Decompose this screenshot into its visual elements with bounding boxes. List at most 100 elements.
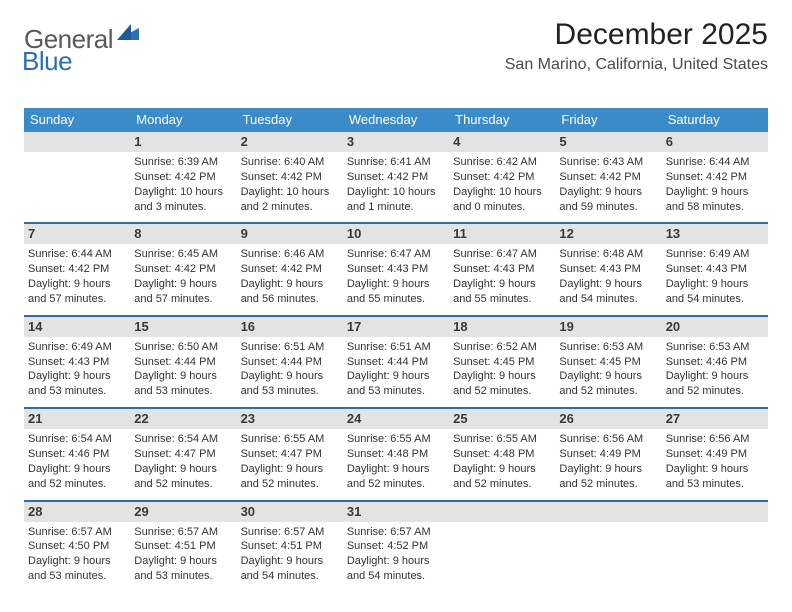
sunrise-text: Sunrise: 6:46 AM <box>241 247 339 262</box>
sunset-text: Sunset: 4:44 PM <box>241 355 339 370</box>
day-number: 5 <box>555 132 661 152</box>
sunrise-text: Sunrise: 6:55 AM <box>241 432 339 447</box>
week-row: 28Sunrise: 6:57 AMSunset: 4:50 PMDayligh… <box>24 502 768 590</box>
day-cell: 13Sunrise: 6:49 AMSunset: 4:43 PMDayligh… <box>662 224 768 312</box>
day-number <box>24 132 130 152</box>
day-cell: 11Sunrise: 6:47 AMSunset: 4:43 PMDayligh… <box>449 224 555 312</box>
sunset-text: Sunset: 4:43 PM <box>453 262 551 277</box>
day-cell: 7Sunrise: 6:44 AMSunset: 4:42 PMDaylight… <box>24 224 130 312</box>
daylight-text: Daylight: 9 hours and 54 minutes. <box>347 554 445 584</box>
day-number: 25 <box>449 409 555 429</box>
daylight-text: Daylight: 9 hours and 53 minutes. <box>347 369 445 399</box>
dow-header-row: Sunday Monday Tuesday Wednesday Thursday… <box>24 108 768 132</box>
daylight-text: Daylight: 9 hours and 55 minutes. <box>347 277 445 307</box>
sunset-text: Sunset: 4:43 PM <box>666 262 764 277</box>
sunrise-text: Sunrise: 6:47 AM <box>347 247 445 262</box>
day-number: 29 <box>130 502 236 522</box>
title-block: December 2025 San Marino, California, Un… <box>505 18 768 74</box>
day-cell: 30Sunrise: 6:57 AMSunset: 4:51 PMDayligh… <box>237 502 343 590</box>
logo-mark-icon <box>117 22 139 45</box>
sunset-text: Sunset: 4:42 PM <box>453 170 551 185</box>
sunset-text: Sunset: 4:47 PM <box>134 447 232 462</box>
sunrise-text: Sunrise: 6:56 AM <box>559 432 657 447</box>
day-cell: 14Sunrise: 6:49 AMSunset: 4:43 PMDayligh… <box>24 317 130 405</box>
dow-tuesday: Tuesday <box>237 108 343 132</box>
day-number: 1 <box>130 132 236 152</box>
daylight-text: Daylight: 9 hours and 52 minutes. <box>28 462 126 492</box>
day-cell: 16Sunrise: 6:51 AMSunset: 4:44 PMDayligh… <box>237 317 343 405</box>
daylight-text: Daylight: 9 hours and 55 minutes. <box>453 277 551 307</box>
day-cell <box>662 502 768 590</box>
day-number: 12 <box>555 224 661 244</box>
day-number: 17 <box>343 317 449 337</box>
day-number: 2 <box>237 132 343 152</box>
day-number: 22 <box>130 409 236 429</box>
day-number: 28 <box>24 502 130 522</box>
day-number: 23 <box>237 409 343 429</box>
sunset-text: Sunset: 4:49 PM <box>666 447 764 462</box>
day-cell: 26Sunrise: 6:56 AMSunset: 4:49 PMDayligh… <box>555 409 661 497</box>
daylight-text: Daylight: 9 hours and 52 minutes. <box>559 462 657 492</box>
day-cell: 19Sunrise: 6:53 AMSunset: 4:45 PMDayligh… <box>555 317 661 405</box>
sunset-text: Sunset: 4:42 PM <box>241 170 339 185</box>
daylight-text: Daylight: 10 hours and 2 minutes. <box>241 185 339 215</box>
weeks-container: 1Sunrise: 6:39 AMSunset: 4:42 PMDaylight… <box>24 132 768 590</box>
day-cell: 3Sunrise: 6:41 AMSunset: 4:42 PMDaylight… <box>343 132 449 220</box>
day-cell: 17Sunrise: 6:51 AMSunset: 4:44 PMDayligh… <box>343 317 449 405</box>
day-number: 3 <box>343 132 449 152</box>
daylight-text: Daylight: 9 hours and 53 minutes. <box>28 369 126 399</box>
sunset-text: Sunset: 4:48 PM <box>347 447 445 462</box>
day-cell: 4Sunrise: 6:42 AMSunset: 4:42 PMDaylight… <box>449 132 555 220</box>
daylight-text: Daylight: 9 hours and 57 minutes. <box>28 277 126 307</box>
sunset-text: Sunset: 4:42 PM <box>28 262 126 277</box>
day-cell <box>555 502 661 590</box>
daylight-text: Daylight: 9 hours and 53 minutes. <box>134 369 232 399</box>
daylight-text: Daylight: 9 hours and 53 minutes. <box>28 554 126 584</box>
sunset-text: Sunset: 4:52 PM <box>347 539 445 554</box>
sunset-text: Sunset: 4:42 PM <box>134 262 232 277</box>
sunrise-text: Sunrise: 6:53 AM <box>559 340 657 355</box>
sunrise-text: Sunrise: 6:55 AM <box>453 432 551 447</box>
daylight-text: Daylight: 9 hours and 56 minutes. <box>241 277 339 307</box>
week-row: 14Sunrise: 6:49 AMSunset: 4:43 PMDayligh… <box>24 317 768 405</box>
day-cell: 9Sunrise: 6:46 AMSunset: 4:42 PMDaylight… <box>237 224 343 312</box>
sunrise-text: Sunrise: 6:57 AM <box>28 525 126 540</box>
daylight-text: Daylight: 9 hours and 52 minutes. <box>347 462 445 492</box>
sunset-text: Sunset: 4:42 PM <box>559 170 657 185</box>
sunset-text: Sunset: 4:46 PM <box>28 447 126 462</box>
sunset-text: Sunset: 4:44 PM <box>134 355 232 370</box>
daylight-text: Daylight: 10 hours and 3 minutes. <box>134 185 232 215</box>
sunrise-text: Sunrise: 6:50 AM <box>134 340 232 355</box>
sunrise-text: Sunrise: 6:54 AM <box>28 432 126 447</box>
daylight-text: Daylight: 9 hours and 53 minutes. <box>666 462 764 492</box>
week-row: 7Sunrise: 6:44 AMSunset: 4:42 PMDaylight… <box>24 224 768 312</box>
sunrise-text: Sunrise: 6:43 AM <box>559 155 657 170</box>
sunrise-text: Sunrise: 6:55 AM <box>347 432 445 447</box>
day-number: 21 <box>24 409 130 429</box>
sunrise-text: Sunrise: 6:57 AM <box>241 525 339 540</box>
day-cell: 20Sunrise: 6:53 AMSunset: 4:46 PMDayligh… <box>662 317 768 405</box>
day-number: 10 <box>343 224 449 244</box>
day-cell <box>449 502 555 590</box>
week-row: 1Sunrise: 6:39 AMSunset: 4:42 PMDaylight… <box>24 132 768 220</box>
daylight-text: Daylight: 9 hours and 52 minutes. <box>134 462 232 492</box>
day-number: 7 <box>24 224 130 244</box>
day-cell: 24 Sunrise: 6:55 AMSunset: 4:48 PMDayligh… <box>343 409 449 497</box>
calendar-page: General December 2025 San Marino, Califo… <box>0 0 792 608</box>
day-number: 24 <box>343 409 449 429</box>
day-number: 27 <box>662 409 768 429</box>
sunrise-text: Sunrise: 6:42 AM <box>453 155 551 170</box>
header-row: General December 2025 San Marino, Califo… <box>24 18 768 74</box>
logo-text-blue: Blue <box>22 46 72 76</box>
sunset-text: Sunset: 4:42 PM <box>666 170 764 185</box>
day-number: 15 <box>130 317 236 337</box>
sunset-text: Sunset: 4:43 PM <box>559 262 657 277</box>
sunrise-text: Sunrise: 6:53 AM <box>666 340 764 355</box>
dow-monday: Monday <box>130 108 236 132</box>
day-number: 13 <box>662 224 768 244</box>
day-number: 8 <box>130 224 236 244</box>
sunset-text: Sunset: 4:42 PM <box>241 262 339 277</box>
sunrise-text: Sunrise: 6:49 AM <box>28 340 126 355</box>
daylight-text: Daylight: 9 hours and 59 minutes. <box>559 185 657 215</box>
sunrise-text: Sunrise: 6:39 AM <box>134 155 232 170</box>
